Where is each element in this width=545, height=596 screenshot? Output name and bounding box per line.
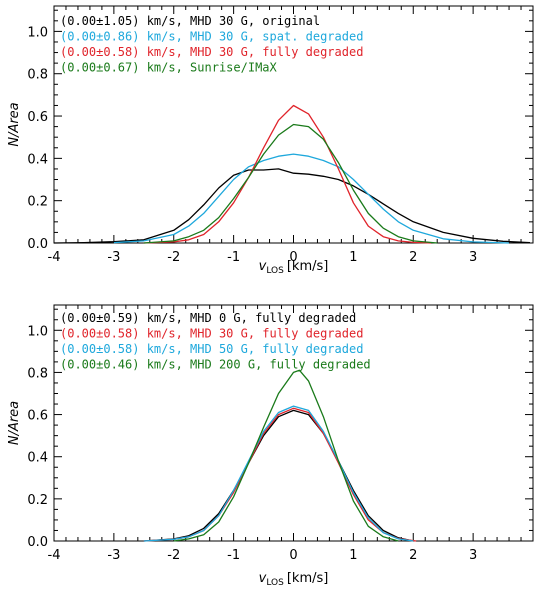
y-tick-label: 1.0	[27, 25, 48, 40]
x-tick-label: -2	[167, 548, 180, 563]
legend-entry-0: (0.00±1.05) km/s, MHD 30 G, original	[60, 14, 320, 28]
series-line-0	[53, 168, 531, 244]
series-line-3	[143, 123, 438, 244]
y-tick-label: 1.0	[27, 324, 48, 339]
x-tick-label: 1	[349, 548, 357, 563]
y-tick-label: 0.8	[27, 366, 48, 381]
x-tick-label: 2	[409, 250, 417, 265]
legend-entry-3: (0.00±0.46) km/s, MHD 200 G, fully degra…	[60, 358, 371, 372]
series-line-1	[143, 407, 417, 542]
y-axis-label: N/Area	[7, 401, 22, 445]
velocity-histogram-bottom-panel: -4 -3 -2 -1 0 1 2 3 0.0 0.2 0.4 0.6 0.8 1.0 vLOS [km/s]…	[7, 304, 534, 588]
x-tick-label: -1	[227, 548, 240, 563]
x-axis-label: vLOS [km/s]	[259, 259, 329, 276]
velocity-histogram-top-panel: -4 -3 -2 -1 0 1 2 3 0.0 0.2 0.4 0.6 0.8 1.0 vLOS [km/s]…	[7, 5, 534, 276]
series-line-2	[143, 104, 432, 244]
x-tick-label: 1	[349, 250, 357, 265]
x-tick-label: 0	[289, 548, 297, 563]
x-tick-label: -3	[107, 250, 120, 265]
y-tick-label: 0.0	[27, 535, 48, 550]
series-line-0	[143, 409, 414, 542]
x-tick-label: 3	[469, 250, 477, 265]
series-line-2	[143, 405, 414, 542]
y-tick-label: 0.8	[27, 68, 48, 83]
y-axis-label: N/Area	[7, 102, 22, 146]
y-tick-label: 0.2	[27, 195, 48, 210]
x-tick-label: -3	[107, 548, 120, 563]
x-tick-label: -1	[227, 250, 240, 265]
legend-entry-2: (0.00±0.58) km/s, MHD 30 G, fully degrad…	[60, 45, 363, 59]
y-tick-label: 0.4	[27, 152, 48, 167]
x-tick-label: 0	[289, 250, 297, 265]
y-tick-label: 0.2	[27, 493, 48, 508]
series-line-3	[173, 369, 399, 542]
y-tick-label: 0.4	[27, 451, 48, 466]
legend-entry-1: (0.00±0.86) km/s, MHD 30 G, spat. degrad…	[60, 30, 363, 44]
y-tick-label: 0.6	[27, 409, 48, 424]
legend-entry-0: (0.00±0.59) km/s, MHD 0 G, fully degrade…	[60, 311, 356, 325]
x-tick-label: -2	[167, 250, 180, 265]
x-axis-label: vLOS [km/s]	[259, 571, 329, 588]
legend-entry-2: (0.00±0.58) km/s, MHD 50 G, fully degrad…	[60, 342, 363, 356]
x-tick-label: -4	[48, 548, 61, 563]
legend-entry-3: (0.00±0.67) km/s, Sunrise/IMaX	[60, 61, 278, 75]
x-tick-label: 3	[469, 548, 477, 563]
series-line-1	[113, 153, 510, 244]
x-tick-label: 2	[409, 548, 417, 563]
y-tick-label: 0.6	[27, 110, 48, 125]
x-tick-label: -4	[48, 250, 61, 265]
legend-entry-1: (0.00±0.58) km/s, MHD 30 G, fully degrad…	[60, 327, 363, 341]
y-tick-label: 0.0	[27, 237, 48, 252]
